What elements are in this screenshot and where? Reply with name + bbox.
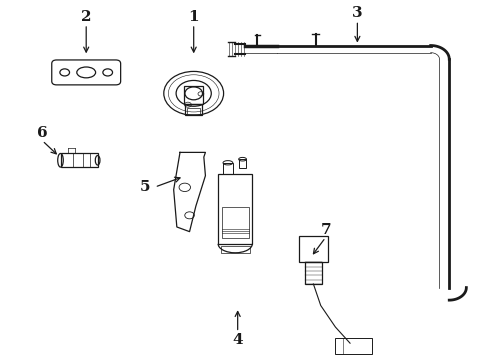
Text: 7: 7 [320,223,331,237]
Bar [239,159,246,168]
Text: 6: 6 [37,126,48,140]
Bar [184,86,203,104]
Bar [305,262,322,284]
Text: 5: 5 [140,180,150,194]
Bar [218,174,252,244]
Text: 2: 2 [81,10,92,24]
Text: 1: 1 [188,10,199,24]
Text: 4: 4 [232,333,243,347]
Bar [185,104,202,115]
Bar [299,235,328,262]
Bar [220,246,250,253]
Bar [223,163,233,174]
Text: 3: 3 [352,6,363,20]
Bar [60,153,98,167]
Bar [221,207,249,238]
Bar [335,338,372,354]
Bar [187,108,200,113]
